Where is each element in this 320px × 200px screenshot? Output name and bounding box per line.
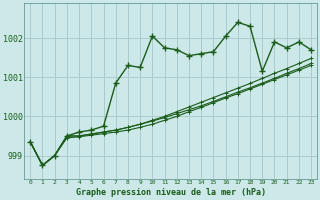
X-axis label: Graphe pression niveau de la mer (hPa): Graphe pression niveau de la mer (hPa) bbox=[76, 188, 266, 197]
